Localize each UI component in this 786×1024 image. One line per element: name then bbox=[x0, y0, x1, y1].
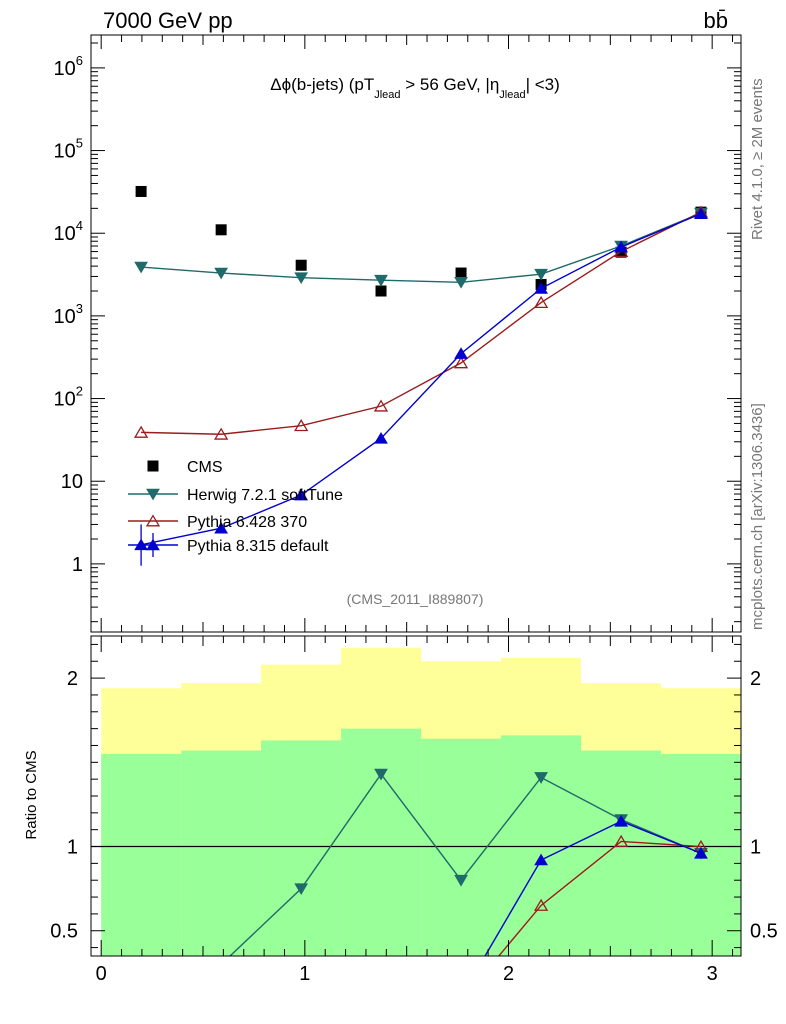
ratio-line bbox=[484, 820, 702, 956]
ratio-point bbox=[613, 834, 629, 847]
ratio-xtick-label: 1 bbox=[299, 963, 310, 985]
data-point bbox=[533, 295, 549, 309]
band-bin bbox=[421, 738, 501, 956]
ratio-point bbox=[614, 814, 629, 827]
main-ytick-label: 1 bbox=[72, 554, 83, 576]
main-ytick-label: 104 bbox=[54, 218, 83, 245]
legend-item: Herwig 7.2.1 softTune bbox=[128, 487, 343, 504]
ratio-series-2 bbox=[484, 814, 708, 956]
main-ytick-label: 105 bbox=[54, 136, 83, 163]
legend-label: CMS bbox=[187, 459, 223, 476]
mcplots-label: mcplots.cern.ch [arXiv:1306.3436] bbox=[749, 403, 766, 630]
data-point bbox=[374, 274, 388, 287]
legend-item: CMS bbox=[147, 459, 223, 476]
data-point bbox=[215, 224, 227, 236]
ratio-ytick-label: 0.5 bbox=[50, 921, 78, 943]
ratio-point bbox=[374, 768, 388, 781]
ratio-point bbox=[694, 846, 708, 859]
data-point bbox=[294, 418, 309, 432]
data-point bbox=[374, 431, 388, 444]
main-ytick-label: 106 bbox=[54, 53, 83, 80]
ratio-ylabel: Ratio to CMS bbox=[23, 750, 40, 839]
data-point bbox=[133, 425, 149, 438]
legend-marker bbox=[146, 488, 160, 501]
ratio-line bbox=[497, 840, 702, 956]
ratio-point bbox=[454, 874, 468, 887]
legend-item: Pythia 8.315 default bbox=[128, 533, 329, 557]
legend-label: Herwig 7.2.1 softTune bbox=[187, 487, 343, 504]
main-series-1 bbox=[134, 207, 708, 289]
data-point bbox=[214, 521, 229, 534]
main-ytick-label: 103 bbox=[54, 301, 83, 328]
ratio-xtick-label: 3 bbox=[707, 963, 718, 985]
band-bin bbox=[101, 753, 182, 956]
series-line bbox=[140, 213, 702, 546]
data-point bbox=[614, 240, 629, 253]
main-ytick-label: 10 bbox=[61, 471, 83, 493]
ratio-ytick-label-right: 1 bbox=[750, 837, 761, 859]
legend-marker bbox=[145, 514, 161, 527]
band-bin bbox=[341, 728, 422, 956]
data-point bbox=[294, 488, 309, 501]
ratio-point bbox=[215, 960, 227, 970]
band-bin bbox=[261, 740, 342, 956]
ratio-xtick-label: 0 bbox=[96, 963, 107, 985]
data-point bbox=[214, 427, 229, 440]
data-point bbox=[134, 261, 148, 274]
ratio-point bbox=[534, 853, 548, 866]
ratio-point bbox=[533, 898, 549, 911]
data-point bbox=[454, 347, 468, 359]
main-title: Δϕ(b-jets) (pTJlead > 56 GeV, |ηJlead| <… bbox=[270, 75, 560, 101]
energy-label: 7000 GeV pp bbox=[103, 8, 233, 33]
uncertainty-band-inner bbox=[101, 728, 741, 956]
analysis-id: (CMS_2011_I889807) bbox=[347, 591, 484, 607]
legend-label: Pythia 6.428 370 bbox=[187, 514, 307, 531]
legend: CMS Herwig 7.2.1 softTune Pythia 6.428 370… bbox=[128, 459, 343, 557]
ratio-point bbox=[534, 772, 548, 784]
data-point bbox=[453, 356, 469, 369]
ratio-point bbox=[294, 883, 309, 896]
process-label: bb̄ bbox=[704, 8, 728, 33]
data-point bbox=[214, 267, 229, 280]
legend-marker bbox=[146, 538, 160, 551]
data-point bbox=[454, 276, 468, 289]
ratio-ytick-label-right: 0.5 bbox=[750, 921, 778, 943]
band-bin bbox=[581, 750, 662, 956]
main-panel: 1 10 102 103 104 105 106 Δϕ(b-jets) (pTJlead >… bbox=[54, 34, 742, 633]
data-point bbox=[373, 399, 389, 412]
series-line bbox=[141, 211, 702, 435]
band-bin bbox=[500, 735, 582, 956]
data-point bbox=[295, 259, 307, 271]
data-point bbox=[534, 268, 548, 281]
main-frame bbox=[90, 34, 742, 633]
legend-marker bbox=[147, 460, 159, 472]
ratio-line bbox=[229, 772, 702, 956]
ratio-xtick-label: 2 bbox=[503, 963, 514, 985]
ratio-ytick-label: 2 bbox=[67, 668, 78, 690]
ratio-frame bbox=[90, 635, 742, 957]
legend-item: Pythia 6.428 370 bbox=[128, 514, 307, 531]
ratio-panel: 0.5 0.5 1 1 2 2 0 1 2 3 Ratio to CMS bbox=[23, 635, 778, 985]
main-series-2 bbox=[133, 205, 709, 440]
data-point bbox=[694, 207, 708, 220]
band-bin bbox=[181, 750, 262, 956]
data-point bbox=[294, 272, 309, 285]
data-point bbox=[375, 285, 387, 297]
main-ytick-label: 102 bbox=[54, 384, 83, 411]
data-point bbox=[534, 282, 548, 294]
ratio-ytick-label-right: 2 bbox=[750, 668, 761, 690]
rivet-version-label: Rivet 4.1.0, ≥ 2M events bbox=[749, 78, 766, 240]
data-point bbox=[455, 267, 467, 279]
legend-label: Pythia 8.315 default bbox=[187, 538, 329, 555]
main-series-3 bbox=[134, 207, 708, 566]
series-line bbox=[141, 212, 702, 283]
ratio-ytick-label: 1 bbox=[67, 837, 78, 859]
data-point bbox=[135, 185, 147, 197]
